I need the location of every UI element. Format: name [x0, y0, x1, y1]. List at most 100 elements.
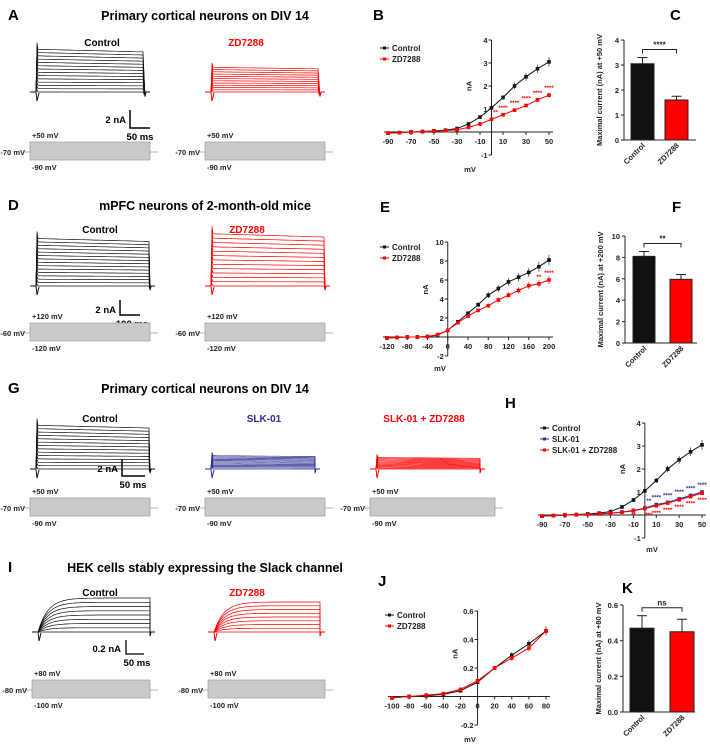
current-trace [30, 433, 155, 474]
data-point [631, 498, 636, 502]
data-point [620, 510, 624, 515]
data-point [620, 505, 624, 509]
current-trace [30, 265, 155, 291]
data-point [424, 693, 429, 697]
data-point [456, 320, 460, 325]
step-box [204, 141, 326, 161]
y-tick-label: 0.6 [463, 607, 473, 616]
current-trace [30, 68, 150, 97]
x-tick-label: 10 [652, 520, 660, 529]
step-box [29, 497, 151, 517]
current-trace [30, 60, 150, 97]
current-trace [205, 240, 330, 291]
data-point [535, 98, 540, 102]
current-trace [32, 614, 155, 637]
y-axis-label: nA [421, 284, 430, 295]
data-point [486, 303, 491, 308]
y-axis-label: Maximal current (nA) at +80 mV [594, 603, 603, 715]
x-tick-label: -70 [406, 137, 417, 146]
y-tick-label: 0.6 [608, 601, 618, 610]
legend-marker [388, 624, 391, 628]
x-tick-label: -60 [421, 702, 432, 711]
y-axis-label: nA [451, 648, 460, 659]
panel-label-f: F [672, 199, 681, 216]
current-trace [205, 235, 330, 291]
legend-marker [543, 426, 546, 430]
bar-zd7288 [669, 631, 695, 713]
protocol-bottom-label: -100 mV [34, 701, 63, 710]
y-tick-label: 6 [616, 275, 620, 284]
step-box [29, 322, 151, 342]
series-line [386, 279, 550, 339]
significance-marker: **** [674, 505, 684, 511]
chart-e: E -120 -80 -40 0 40 80 120 160 200 -2 2 4 6 8 10 nA mV Con… [379, 199, 555, 373]
current-trace [205, 454, 320, 474]
data-point [688, 494, 693, 499]
y-tick-label: 10 [435, 238, 443, 247]
data-point [445, 328, 450, 333]
current-trace [205, 250, 330, 291]
current-trace [30, 429, 155, 474]
y-tick-label: 0.4 [608, 637, 619, 646]
significance-marker: **** [510, 101, 520, 107]
protocol-top-label: +50 mV [32, 131, 58, 140]
scale-current: 2 nA [105, 115, 126, 126]
significance-marker: *** [645, 513, 653, 519]
data-point [466, 311, 470, 316]
current-trace [205, 452, 320, 474]
current-trace [205, 226, 330, 291]
current-trace [32, 631, 155, 637]
scale-time: 50 ms [124, 658, 151, 669]
legend-label: Control [392, 44, 420, 53]
bar-control [630, 63, 655, 141]
x-tick-label: -100 [384, 702, 399, 711]
series-line [391, 630, 547, 699]
current-trace [370, 458, 485, 474]
current-trace [30, 268, 155, 291]
data-point [405, 335, 410, 339]
bar-control [629, 627, 655, 713]
current-trace [30, 75, 150, 97]
significance-marker: ** [493, 110, 498, 116]
y-tick-label: 10 [612, 232, 620, 241]
current-trace [205, 277, 330, 291]
current-trace [30, 250, 155, 291]
voltage-protocol: +80 mV -80 mV -100 mV [178, 669, 333, 710]
chart-j: J -100 -80 -60 -40 -20 0 20 40 60 80 -0.2 0.2 0.4 0.6 n… [378, 573, 550, 744]
y-tick-label: -1 [634, 534, 641, 543]
data-point [527, 646, 531, 650]
current-trace [370, 455, 485, 474]
panel-label-d: D [8, 197, 19, 214]
current-trace [32, 606, 155, 637]
scale-current: 0.2 nA [92, 644, 121, 655]
current-trace [32, 623, 155, 637]
y-tick-label: 4 [616, 296, 621, 305]
condition-control: Control [82, 414, 118, 425]
x-tick-label: 50 [698, 520, 706, 529]
y-tick-label: 1 [483, 105, 487, 114]
condition-zd7288: ZD7288 [229, 225, 265, 236]
x-tick-label: 60 [525, 702, 533, 711]
trace-family [30, 418, 155, 479]
x-tick-label: -30 [605, 520, 616, 529]
protocol-hold-label: -80 mV [2, 686, 27, 695]
current-trace [205, 82, 325, 97]
legend-marker [543, 448, 546, 452]
current-trace [370, 464, 485, 474]
current-trace [30, 42, 150, 97]
x-tick-label: -50 [582, 520, 593, 529]
significance-marker: **** [652, 511, 662, 517]
data-point [563, 513, 567, 517]
trace-family [205, 226, 330, 296]
y-tick-label: 0 [616, 339, 620, 348]
data-point [547, 93, 551, 97]
current-trace [30, 71, 150, 97]
x-tick-label: -120 [379, 342, 394, 351]
current-trace [205, 79, 325, 97]
series-line [386, 259, 550, 339]
data-point [524, 75, 528, 79]
current-trace [205, 460, 320, 474]
x-tick-label: 50 [545, 137, 553, 146]
current-trace [205, 245, 330, 291]
data-point [501, 112, 505, 117]
